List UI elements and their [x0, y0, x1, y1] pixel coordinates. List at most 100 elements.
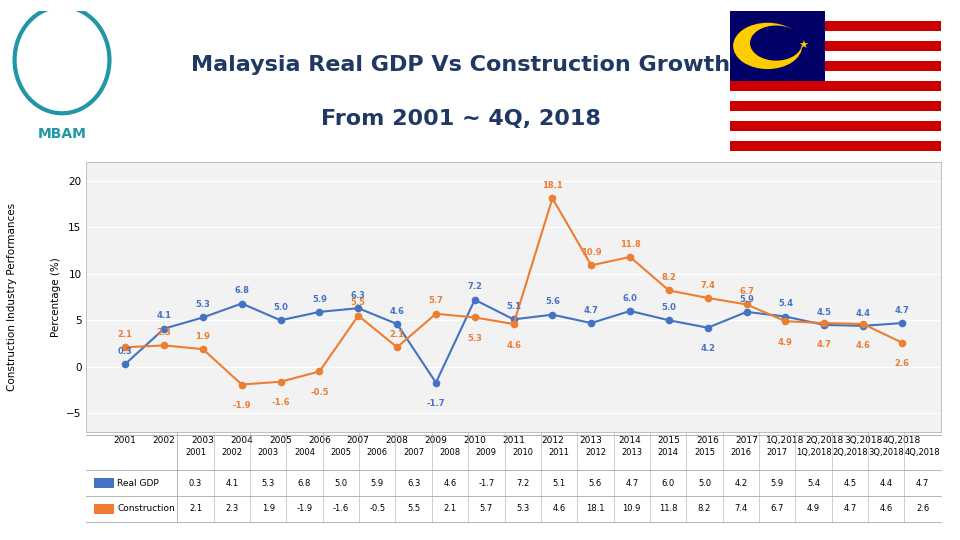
Text: Real GDP: Real GDP: [117, 479, 159, 488]
Text: 0.3: 0.3: [118, 347, 132, 356]
Text: 5.4: 5.4: [778, 299, 793, 308]
Text: 4.9: 4.9: [807, 504, 820, 514]
Bar: [730, 61, 941, 71]
Text: 1Q,2018: 1Q,2018: [796, 448, 831, 457]
Text: 5.3: 5.3: [468, 334, 482, 343]
Text: 2013: 2013: [621, 448, 642, 457]
Bar: [730, 51, 941, 61]
Text: 5.6: 5.6: [545, 298, 560, 306]
Text: -1.9: -1.9: [297, 504, 313, 514]
Text: 5.3: 5.3: [516, 504, 529, 514]
Bar: [730, 41, 941, 51]
Text: 0.3: 0.3: [189, 479, 203, 488]
Text: 4.7: 4.7: [817, 340, 831, 349]
Bar: [730, 111, 941, 121]
Text: 7.2: 7.2: [468, 282, 482, 292]
Text: 2.1: 2.1: [118, 330, 132, 339]
Text: 2.6: 2.6: [895, 359, 909, 368]
Text: 2007: 2007: [403, 448, 424, 457]
Text: 2.1: 2.1: [390, 330, 404, 339]
Text: 1.9: 1.9: [196, 332, 210, 341]
Text: 2009: 2009: [476, 448, 497, 457]
Text: 6.0: 6.0: [623, 294, 637, 302]
Bar: [730, 121, 941, 131]
Text: 5.0: 5.0: [274, 303, 288, 312]
Bar: [730, 11, 941, 21]
Text: 5.0: 5.0: [661, 303, 677, 312]
Text: 4.4: 4.4: [855, 308, 871, 318]
Bar: [730, 81, 941, 91]
Text: 6.0: 6.0: [661, 479, 675, 488]
Text: 5.5: 5.5: [350, 298, 366, 307]
Bar: [730, 31, 941, 41]
Text: 2002: 2002: [222, 448, 242, 457]
Text: 4.5: 4.5: [817, 308, 831, 316]
Text: 4.7: 4.7: [916, 479, 929, 488]
Text: 4.7: 4.7: [625, 479, 638, 488]
Text: 8.2: 8.2: [661, 273, 677, 282]
Text: 2Q,2018: 2Q,2018: [832, 448, 868, 457]
Text: 2.3: 2.3: [226, 504, 238, 514]
Text: Construction Industry Performances: Construction Industry Performances: [7, 203, 16, 391]
Text: 2017: 2017: [767, 448, 788, 457]
Text: -1.7: -1.7: [478, 479, 494, 488]
Text: ★: ★: [799, 41, 808, 51]
Text: -1.7: -1.7: [426, 399, 445, 408]
Text: 2.6: 2.6: [916, 504, 929, 514]
Text: Malaysia Real GDP Vs Construction Growth: Malaysia Real GDP Vs Construction Growth: [191, 55, 731, 75]
Text: 5.0: 5.0: [698, 479, 711, 488]
Text: 2014: 2014: [658, 448, 679, 457]
Bar: [94, 504, 113, 514]
Text: -1.6: -1.6: [333, 504, 349, 514]
Text: 7.2: 7.2: [516, 479, 529, 488]
Text: 4.2: 4.2: [734, 479, 748, 488]
Text: 2010: 2010: [513, 448, 533, 457]
Text: 10.9: 10.9: [581, 248, 602, 257]
Text: 2011: 2011: [548, 448, 569, 457]
Text: -1.6: -1.6: [272, 399, 290, 407]
Text: 5.1: 5.1: [506, 302, 521, 311]
Text: 10.9: 10.9: [623, 504, 641, 514]
Text: 4.9: 4.9: [778, 338, 793, 347]
Text: 4.6: 4.6: [444, 479, 457, 488]
Bar: [730, 11, 825, 81]
Text: 2008: 2008: [440, 448, 461, 457]
Bar: [730, 91, 941, 101]
Text: 7.4: 7.4: [701, 281, 715, 289]
Text: 4.6: 4.6: [855, 341, 871, 350]
Text: 5.5: 5.5: [407, 504, 420, 514]
Text: 4.2: 4.2: [700, 345, 715, 353]
Text: 6.3: 6.3: [350, 291, 366, 300]
Text: 4Q,2018: 4Q,2018: [905, 448, 941, 457]
Text: 2.1: 2.1: [444, 504, 457, 514]
Text: 2006: 2006: [367, 448, 388, 457]
Text: -0.5: -0.5: [370, 504, 385, 514]
Text: From 2001 ~ 4Q, 2018: From 2001 ~ 4Q, 2018: [321, 109, 601, 129]
Text: 8.2: 8.2: [698, 504, 711, 514]
Text: 3Q,2018: 3Q,2018: [869, 448, 904, 457]
Y-axis label: Percentage (%): Percentage (%): [51, 257, 60, 337]
Bar: [94, 478, 113, 488]
Text: 4.5: 4.5: [843, 479, 856, 488]
Text: 18.1: 18.1: [542, 181, 563, 190]
Text: 4.1: 4.1: [156, 312, 172, 320]
Text: 5.9: 5.9: [371, 479, 384, 488]
Text: 5.9: 5.9: [312, 294, 326, 303]
Text: 6.3: 6.3: [407, 479, 420, 488]
Text: -1.9: -1.9: [232, 401, 251, 410]
Text: Construction: Construction: [117, 504, 175, 514]
Text: 2003: 2003: [257, 448, 278, 457]
Text: MBAM: MBAM: [37, 127, 86, 141]
Text: 4.7: 4.7: [584, 306, 599, 315]
Text: 2012: 2012: [585, 448, 606, 457]
Text: 4.4: 4.4: [879, 479, 893, 488]
Text: 5.3: 5.3: [261, 479, 275, 488]
Bar: [730, 131, 941, 141]
Text: 7.4: 7.4: [734, 504, 748, 514]
Text: 2004: 2004: [294, 448, 315, 457]
Bar: [730, 71, 941, 81]
Bar: [730, 101, 941, 111]
Text: 5.7: 5.7: [428, 296, 444, 306]
Text: 5.0: 5.0: [334, 479, 348, 488]
Text: 4.6: 4.6: [506, 341, 521, 350]
